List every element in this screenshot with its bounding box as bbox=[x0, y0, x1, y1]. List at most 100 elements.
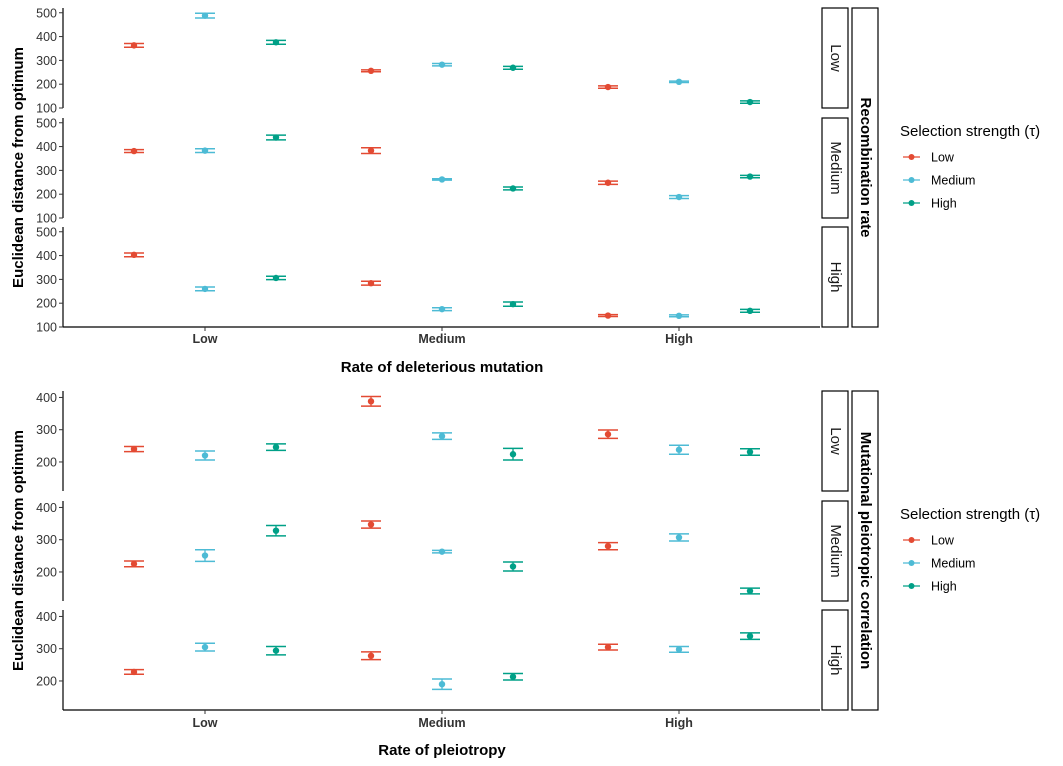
data-point bbox=[604, 179, 612, 186]
legend-title: Selection strength (τ) bbox=[900, 123, 1040, 140]
data-point bbox=[201, 147, 209, 154]
facet-strip-label: High bbox=[827, 645, 844, 676]
data-point bbox=[367, 398, 375, 405]
data-point bbox=[130, 147, 138, 155]
legend-key-point bbox=[908, 537, 915, 543]
chart-1: 100200300400500Low100200300400500Medium1… bbox=[10, 6, 1040, 376]
data-point bbox=[509, 451, 517, 458]
outer-facet-strip bbox=[851, 390, 879, 711]
data-point bbox=[367, 147, 375, 154]
y-tick-label: 500 bbox=[36, 116, 57, 130]
y-tick-label: 200 bbox=[36, 297, 57, 311]
y-axis-title: Euclidean distance from optimum bbox=[10, 47, 27, 288]
facet-strip bbox=[821, 226, 849, 328]
y-tick-label: 100 bbox=[36, 212, 57, 226]
y-tick-label: 300 bbox=[36, 164, 57, 178]
chart-2: 200 300 400 Low 200 300 400 Medium 200 300 400 High… bbox=[10, 390, 1040, 759]
data-point bbox=[130, 251, 138, 259]
facet-strip-label: Low bbox=[827, 44, 844, 72]
data-point bbox=[675, 446, 683, 453]
x-tick-label: Low bbox=[193, 716, 218, 730]
y-tick-label: 400 bbox=[36, 249, 57, 263]
y-tick-label: 400 bbox=[36, 610, 57, 624]
y-tick-label: 300 bbox=[36, 533, 57, 547]
data-point bbox=[509, 64, 517, 71]
data-point bbox=[367, 652, 375, 660]
data-point bbox=[746, 587, 754, 595]
y-tick-label: 300 bbox=[36, 54, 57, 68]
legend-key-point bbox=[908, 177, 915, 183]
y-tick-label: 200 bbox=[36, 455, 57, 469]
y-tick-label: 400 bbox=[36, 501, 57, 515]
data-point bbox=[272, 39, 280, 46]
x-axis-title: Rate of pleiotropy bbox=[378, 742, 506, 759]
data-point bbox=[272, 443, 280, 451]
y-tick-label: 500 bbox=[36, 225, 57, 239]
data-point bbox=[675, 312, 683, 320]
facet-strip-label: Medium bbox=[827, 524, 844, 577]
legend-entry: Low bbox=[931, 151, 955, 165]
data-point bbox=[746, 307, 754, 315]
data-point bbox=[201, 452, 209, 459]
y-tick-label: 200 bbox=[36, 674, 57, 688]
x-tick-label: High bbox=[665, 716, 693, 730]
data-point bbox=[604, 83, 612, 91]
panel-low: 200 300 400 Low bbox=[36, 390, 849, 492]
outer-facet-label: Mutational pleiotropic correlation bbox=[857, 432, 874, 670]
y-tick-label: 400 bbox=[36, 140, 57, 154]
x-tick-label: Low bbox=[193, 332, 218, 346]
y-tick-label: 200 bbox=[36, 78, 57, 92]
legend-key-point bbox=[908, 560, 915, 566]
legend-key-point bbox=[908, 200, 915, 206]
legend-entry: High bbox=[931, 197, 957, 211]
data-point bbox=[130, 42, 138, 49]
y-tick-label: 200 bbox=[36, 188, 57, 202]
facet-strip bbox=[821, 390, 849, 492]
facet-strip-label: Medium bbox=[827, 141, 844, 194]
facet-strip bbox=[821, 7, 849, 109]
data-point bbox=[272, 134, 280, 141]
data-point bbox=[604, 431, 612, 438]
data-point bbox=[509, 673, 517, 680]
y-tick-label: 300 bbox=[36, 642, 57, 656]
y-tick-label: 200 bbox=[36, 565, 57, 579]
data-point bbox=[746, 98, 754, 106]
data-point bbox=[675, 193, 683, 201]
panel-low: 100 200 300 400 500 Low bbox=[36, 6, 849, 116]
data-point bbox=[367, 279, 375, 287]
facet-strip bbox=[821, 500, 849, 602]
data-point bbox=[272, 647, 280, 654]
data-point bbox=[438, 176, 446, 183]
facet-strip bbox=[821, 609, 849, 711]
data-point bbox=[201, 552, 209, 559]
x-tick-label: Medium bbox=[418, 332, 465, 346]
legend-entry: Medium bbox=[931, 174, 975, 188]
y-tick-label: 400 bbox=[36, 30, 57, 44]
data-point bbox=[201, 285, 209, 293]
panel-high: 100 200 300 400 500 High bbox=[36, 225, 849, 335]
legend-title: Selection strength (τ) bbox=[900, 506, 1040, 523]
legend-key-point bbox=[908, 154, 915, 160]
data-point bbox=[438, 548, 446, 555]
outer-facet-label: Recombination rate bbox=[857, 97, 874, 237]
data-point bbox=[130, 445, 138, 453]
data-point bbox=[509, 185, 517, 192]
y-tick-label: 500 bbox=[36, 6, 57, 20]
data-point bbox=[201, 643, 209, 651]
legend-entry: High bbox=[931, 580, 957, 594]
data-point bbox=[438, 305, 446, 313]
data-point bbox=[675, 646, 683, 653]
legend: Selection strength (τ) Low Medium High bbox=[900, 506, 1040, 594]
x-axis-title: Rate of deleterious mutation bbox=[341, 359, 544, 376]
legend-entry: Medium bbox=[931, 557, 975, 571]
legend-key-point bbox=[908, 583, 915, 589]
data-point bbox=[746, 632, 754, 640]
data-point bbox=[509, 563, 517, 570]
y-tick-label: 400 bbox=[36, 391, 57, 405]
y-tick-label: 100 bbox=[36, 321, 57, 335]
facet-strip-label: Low bbox=[827, 427, 844, 455]
data-point bbox=[272, 527, 280, 534]
data-point bbox=[438, 432, 446, 440]
legend: Selection strength (τ) Low Medium High bbox=[900, 123, 1040, 211]
data-point bbox=[367, 67, 375, 75]
